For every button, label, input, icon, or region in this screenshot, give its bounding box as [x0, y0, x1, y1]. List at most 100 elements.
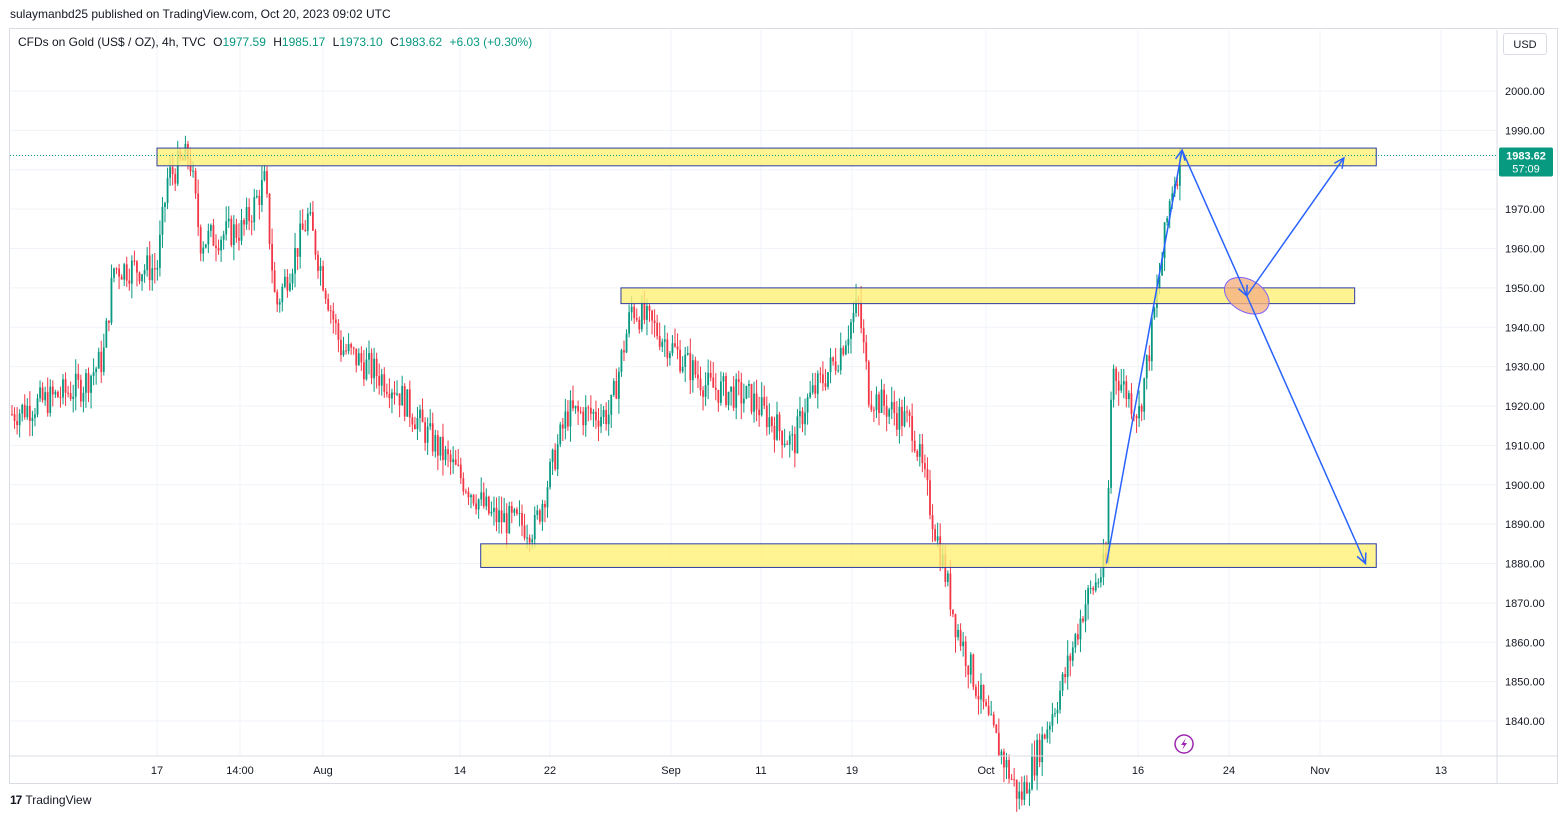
candle-body: [929, 480, 931, 516]
candle-body: [765, 405, 768, 428]
candle-body: [1153, 307, 1156, 318]
candle-body: [954, 614, 957, 638]
candle-body: [212, 225, 215, 246]
candle-body: [340, 339, 342, 356]
price-tick-label: 1950.00: [1505, 283, 1545, 295]
candle-body: [1143, 378, 1146, 412]
candle-body: [347, 344, 350, 352]
change-value: +6.03 (+0.30%): [449, 35, 533, 49]
candle-body: [837, 370, 840, 372]
candle-body: [620, 350, 623, 372]
candle-body: [146, 255, 149, 271]
candle-body: [788, 435, 791, 445]
candle-body: [424, 422, 426, 443]
candle-body: [523, 525, 526, 539]
candle-body: [378, 376, 381, 386]
candle-body: [658, 336, 661, 347]
candle-body: [602, 410, 605, 417]
candle-body: [156, 267, 159, 270]
price-tick-label: 1930.00: [1505, 362, 1545, 374]
candle-body: [758, 409, 761, 416]
candle-body: [159, 234, 161, 268]
candle-body: [411, 417, 414, 425]
candle-body: [322, 266, 324, 291]
price-axis: 1840.00 1850.00 1860.00 1870.00 1880.00 1890.…: [1496, 30, 1545, 784]
candle-body: [151, 268, 154, 281]
candle-body: [421, 409, 424, 423]
candle-body: [526, 537, 528, 539]
candle-body: [253, 197, 256, 223]
candle-body: [977, 695, 980, 700]
candle-body: [1125, 381, 1128, 400]
candle-body: [809, 392, 812, 398]
candle-body: [702, 390, 704, 397]
candle-body: [1161, 258, 1163, 276]
candle-body: [681, 366, 684, 372]
projection-arrow: [1246, 157, 1345, 297]
candle-body: [1171, 193, 1174, 202]
footer-brand[interactable]: 17 TradingView: [10, 793, 91, 807]
candle-body: [679, 349, 681, 372]
candle-body: [684, 354, 687, 367]
candle-body: [776, 414, 778, 440]
candle-body: [781, 431, 783, 446]
candle-body: [143, 270, 146, 275]
candle-body: [778, 414, 781, 432]
candle-body: [161, 207, 164, 235]
candle-body: [92, 372, 95, 376]
candle-body: [452, 459, 455, 463]
candle-body: [924, 463, 926, 470]
currency-button[interactable]: USD: [1503, 33, 1547, 55]
candle-body: [531, 539, 534, 543]
candle-body: [243, 220, 245, 225]
candle-body: [230, 218, 233, 246]
zone-boxes: [10, 147, 1497, 568]
candle-body: [855, 299, 857, 314]
candle-body: [1082, 618, 1084, 622]
candle-body: [883, 389, 885, 406]
candle-body: [54, 391, 57, 395]
candle-body: [1130, 393, 1133, 414]
candle-body: [475, 503, 477, 510]
candle-body: [82, 392, 85, 402]
candle-body: [487, 496, 490, 514]
candle-body: [957, 629, 959, 638]
candle-body: [967, 665, 970, 675]
candle-body: [1020, 791, 1023, 800]
candle-body: [215, 245, 217, 249]
price-tick-label: 1990.00: [1505, 125, 1545, 137]
candle-body: [906, 411, 908, 413]
candle-body: [651, 310, 653, 321]
candle-body: [317, 254, 319, 271]
candle-body: [138, 272, 141, 282]
low-label: L: [332, 35, 340, 49]
candle-body: [1013, 779, 1016, 781]
candle-body: [1031, 756, 1033, 790]
candle-body: [589, 407, 592, 414]
open-label: O: [213, 35, 223, 49]
candle-body: [110, 277, 113, 323]
price-tick-label: 1880.00: [1505, 559, 1545, 571]
candle-body: [544, 503, 546, 508]
candle-body: [403, 386, 406, 417]
candle-body: [192, 170, 194, 172]
candle-body: [918, 444, 921, 457]
candle-body: [314, 230, 317, 255]
candle-body: [605, 410, 608, 425]
candle-body: [732, 386, 735, 408]
zone-box: [480, 543, 1377, 568]
candle-body: [204, 244, 207, 248]
candle-body: [470, 495, 472, 498]
candle-body: [1064, 674, 1067, 678]
candle-body: [120, 276, 123, 280]
candle-body: [385, 391, 388, 394]
candle-body: [648, 306, 651, 311]
candle-body: [202, 247, 205, 254]
candle-body: [572, 400, 574, 409]
high-value: 1985.17: [281, 35, 326, 49]
candle-body: [1061, 674, 1064, 691]
candle-body: [666, 339, 669, 359]
candle-body: [646, 306, 648, 320]
candle-body: [1046, 729, 1049, 739]
